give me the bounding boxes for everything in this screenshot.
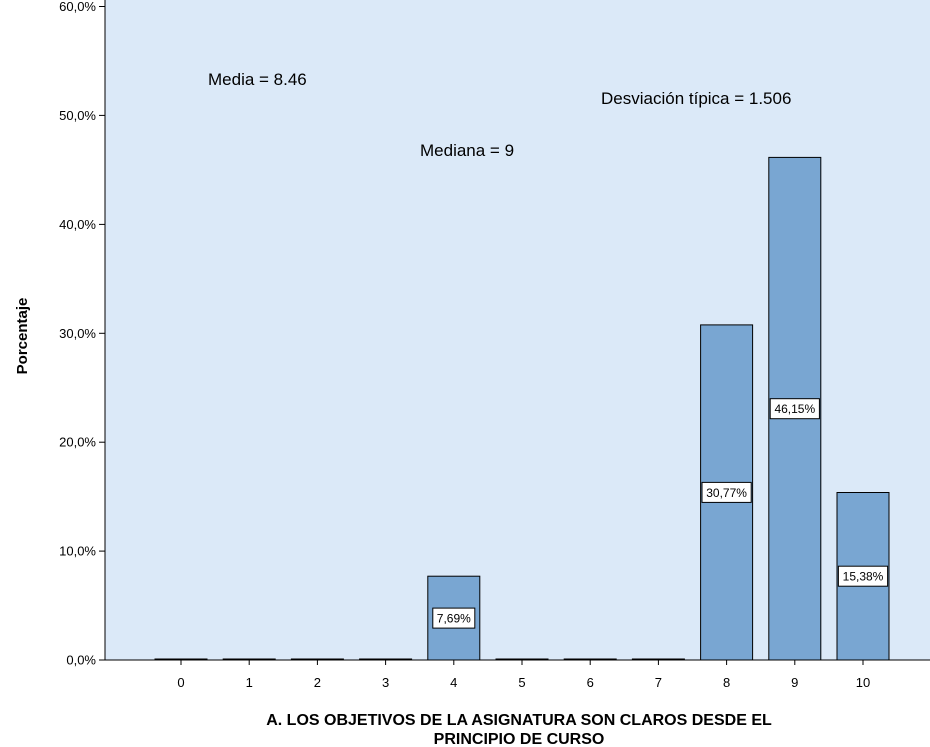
annotation-media: Media = 8.46 <box>208 70 307 89</box>
x-tick-label: 6 <box>587 675 594 690</box>
x-axis-title-line-1: A. LOS OBJETIVOS DE LA ASIGNATURA SON CL… <box>266 712 772 729</box>
x-tick-label: 5 <box>518 675 525 690</box>
y-tick-label: 40,0% <box>59 217 96 232</box>
y-tick-label: 50,0% <box>59 108 96 123</box>
x-tick-label: 9 <box>791 675 798 690</box>
data-label: 7,69% <box>437 612 471 626</box>
y-axis-ticks: 0,0% 10,0% 20,0% 30,0% 40,0% 50,0% 60,0% <box>59 0 105 668</box>
annotation-desviacion: Desviación típica = 1.506 <box>601 89 791 108</box>
x-tick-label: 2 <box>314 675 321 690</box>
x-tick-label: 7 <box>655 675 662 690</box>
x-tick-label: 10 <box>856 675 870 690</box>
y-tick-label: 60,0% <box>59 0 96 14</box>
data-label: 15,38% <box>843 570 884 584</box>
y-tick-label: 30,0% <box>59 326 96 341</box>
x-axis-ticks: 0 1 2 3 4 5 6 7 8 9 10 <box>177 660 870 690</box>
data-label-box <box>701 481 752 503</box>
x-tick-label: 4 <box>450 675 457 690</box>
data-labels: 7,69% 30,77% 46,15% 15,38% <box>432 398 889 629</box>
y-axis-title: Porcentaje <box>14 298 31 375</box>
x-tick-label: 1 <box>246 675 253 690</box>
y-tick-label: 0,0% <box>66 653 96 668</box>
annotation-mediana: Mediana = 9 <box>420 141 514 160</box>
x-tick-label: 3 <box>382 675 389 690</box>
x-tick-label: 0 <box>177 675 184 690</box>
data-label: 46,15% <box>774 402 815 416</box>
x-axis-title-line-2: PRINCIPIO DE CURSO <box>434 731 605 747</box>
y-tick-label: 10,0% <box>59 544 96 559</box>
data-label-box <box>837 565 889 587</box>
data-label-box <box>432 607 476 629</box>
data-label: 30,77% <box>706 486 747 500</box>
y-tick-label: 20,0% <box>59 435 96 450</box>
data-label-box <box>769 398 820 420</box>
x-tick-label: 8 <box>723 675 730 690</box>
